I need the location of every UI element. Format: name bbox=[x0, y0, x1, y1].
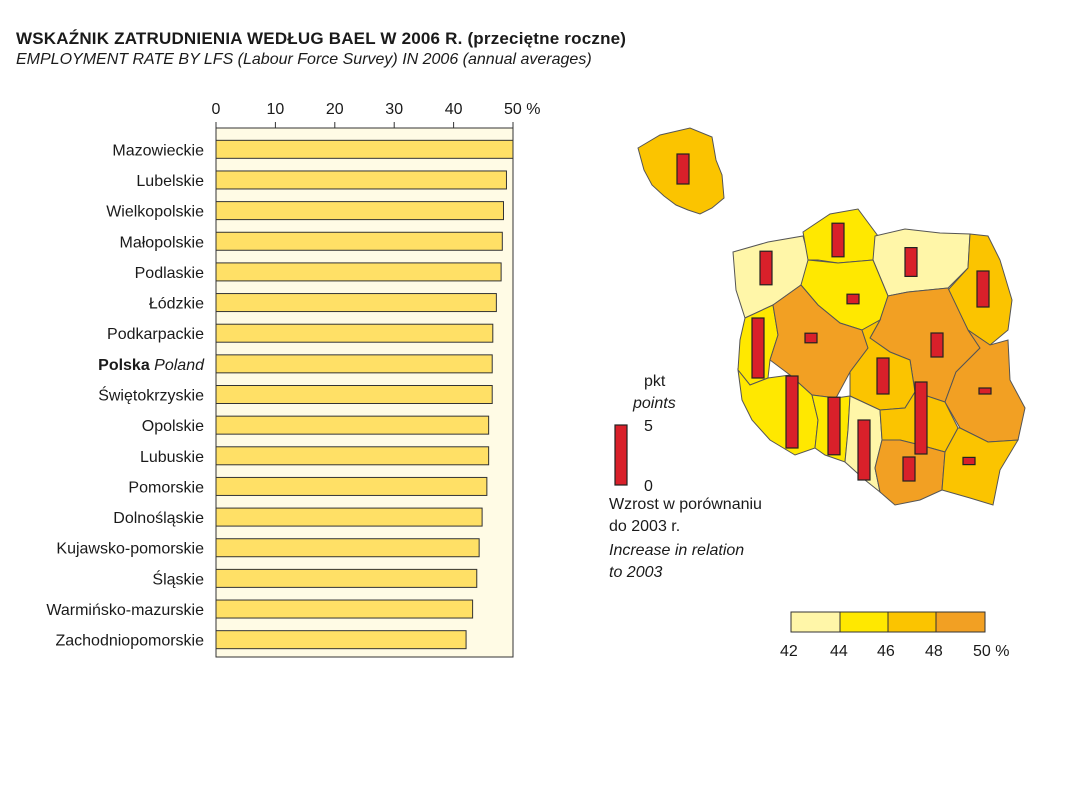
bar bbox=[215, 415, 490, 435]
category-label: Pomorskie bbox=[128, 479, 204, 496]
category-label: Zachodniopomorskie bbox=[55, 633, 204, 650]
bar bbox=[215, 354, 493, 374]
increase-caption-pl-1: Wzrost w porównaniu bbox=[609, 496, 762, 513]
increase-bar bbox=[857, 419, 871, 481]
category-label: Podkarpackie bbox=[107, 326, 204, 343]
category-label: Lubelskie bbox=[136, 173, 204, 190]
increase-unit-en: points bbox=[632, 395, 676, 412]
increase-bar bbox=[978, 387, 992, 395]
chart-subtitle: EMPLOYMENT RATE BY LFS (Labour Force Sur… bbox=[16, 51, 592, 68]
increase-bar bbox=[930, 332, 944, 358]
bar bbox=[215, 385, 493, 404]
increase-bar bbox=[751, 317, 765, 379]
increase-bar bbox=[846, 293, 860, 305]
category-label: Mazowieckie bbox=[112, 142, 204, 159]
increase-bar bbox=[876, 357, 890, 395]
category-label: Lubuskie bbox=[140, 449, 204, 466]
increase-caption-en-1: Increase in relation bbox=[609, 542, 745, 559]
x-tick-label: 10 bbox=[267, 101, 285, 118]
category-label: Opolskie bbox=[142, 418, 204, 435]
increase-bar bbox=[962, 456, 976, 466]
category-label: Świętokrzyskie bbox=[98, 386, 204, 405]
increase-bar bbox=[831, 222, 845, 258]
x-tick-label: 0 bbox=[212, 101, 221, 118]
increase-caption-en-2: to 2003 bbox=[609, 564, 663, 581]
x-tick-label: 20 bbox=[326, 101, 344, 118]
increase-bar bbox=[914, 381, 928, 455]
category-label: Małopolskie bbox=[120, 234, 205, 251]
region-podkarpackie bbox=[941, 427, 1019, 506]
bar bbox=[215, 538, 480, 558]
increase-bar bbox=[902, 456, 916, 482]
bar bbox=[215, 262, 502, 282]
legend-tick-48: 48 bbox=[925, 643, 943, 660]
increase-bar bbox=[804, 332, 818, 344]
increase-caption-pl-2: do 2003 r. bbox=[609, 518, 681, 535]
increase-bar bbox=[827, 396, 841, 456]
bar bbox=[215, 507, 483, 527]
category-label: Łódzkie bbox=[149, 296, 204, 313]
category-label: Warmińsko-mazurskie bbox=[46, 602, 204, 619]
bar bbox=[215, 599, 474, 619]
legend-tick-44: 44 bbox=[830, 643, 848, 660]
increase-bar bbox=[676, 153, 690, 185]
category-label: Śląskie bbox=[152, 569, 204, 588]
category-label: Wielkopolskie bbox=[106, 204, 204, 221]
bar bbox=[215, 568, 478, 588]
x-tick-label: 40 bbox=[445, 101, 463, 118]
increase-bar bbox=[904, 247, 918, 278]
increase-bar bbox=[759, 250, 773, 286]
category-label: Dolnośląskie bbox=[113, 510, 204, 527]
increase-max-label: 5 bbox=[644, 418, 653, 435]
increase-min-label: 0 bbox=[644, 478, 653, 495]
chart-title: WSKAŹNIK ZATRUDNIENIA WEDŁUG BAEL W 2006… bbox=[16, 29, 627, 48]
bar bbox=[215, 139, 514, 159]
bar bbox=[215, 446, 490, 466]
legend-swatch-46-48 bbox=[887, 611, 937, 633]
category-label: Podlaskie bbox=[135, 265, 204, 282]
bar bbox=[215, 231, 503, 251]
bar bbox=[215, 476, 488, 496]
increase-bar bbox=[785, 375, 799, 449]
bar bbox=[215, 170, 507, 190]
bar bbox=[215, 293, 497, 313]
category-label: Polska Poland bbox=[98, 357, 205, 374]
category-label: Kujawsko-pomorskie bbox=[56, 541, 204, 558]
bar bbox=[215, 630, 467, 650]
legend-swatch-42-44 bbox=[790, 611, 841, 633]
bar bbox=[215, 323, 494, 343]
legend-tick-46: 46 bbox=[877, 643, 895, 660]
x-tick-label: 30 bbox=[385, 101, 403, 118]
legend-tick-50: 50 % bbox=[973, 643, 1009, 660]
bar bbox=[215, 201, 504, 221]
legend-swatch-44-46 bbox=[839, 611, 889, 633]
increase-scale-bar bbox=[614, 424, 628, 486]
legend-swatch-48-50 bbox=[935, 611, 986, 633]
legend-tick-42: 42 bbox=[780, 643, 798, 660]
increase-unit-pl: pkt bbox=[644, 373, 666, 390]
x-tick-label: 50 % bbox=[504, 101, 540, 118]
increase-bar bbox=[976, 270, 990, 308]
